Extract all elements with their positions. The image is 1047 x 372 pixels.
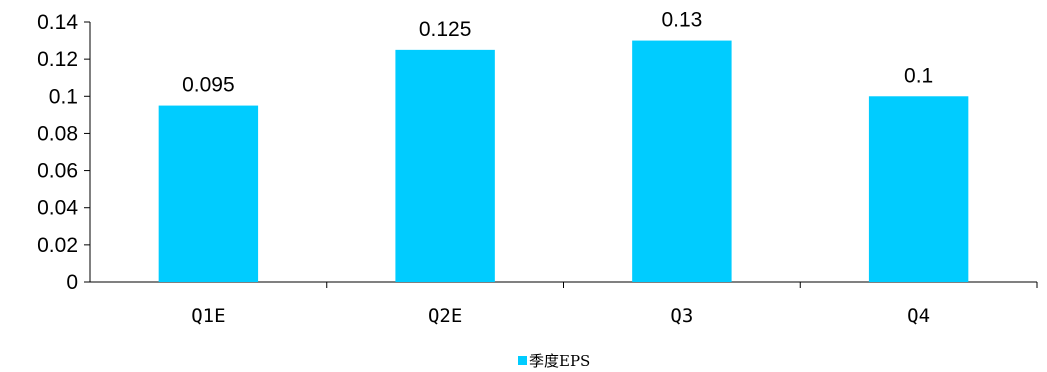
- y-tick-label: 0.02: [37, 234, 78, 257]
- data-label: 0.125: [419, 18, 472, 41]
- data-label: 0.13: [661, 9, 702, 32]
- x-tick-label: Q2E: [428, 305, 462, 327]
- legend-label: 季度EPS: [529, 352, 590, 370]
- bar: [868, 96, 969, 283]
- bars: [158, 40, 969, 283]
- x-tick-label: Q4: [907, 305, 930, 327]
- y-tick-label: 0.08: [37, 122, 78, 145]
- y-tick-label: 0.06: [37, 160, 78, 183]
- data-labels: 0.095 0.125 0.13 0.1: [182, 9, 933, 97]
- legend-swatch: [518, 356, 527, 365]
- y-tick-label: 0.12: [37, 48, 78, 71]
- y-axis: 0 0.02 0.04 0.06 0.08 0.1 0.12 0.14: [37, 11, 91, 294]
- legend: 季度EPS: [518, 352, 590, 370]
- bar: [395, 49, 495, 282]
- y-tick-label: 0.14: [37, 11, 78, 34]
- x-tick-label: Q3: [670, 305, 693, 327]
- y-tick-label: 0: [66, 271, 78, 294]
- x-tick-label: Q1E: [191, 305, 225, 327]
- data-label: 0.1: [904, 64, 933, 87]
- bar: [632, 40, 732, 283]
- data-label: 0.095: [182, 74, 235, 97]
- y-tick-label: 0.04: [37, 197, 78, 220]
- bar: [158, 105, 259, 282]
- x-axis: Q1E Q2E Q3 Q4: [90, 281, 1038, 327]
- y-tick-label: 0.1: [49, 85, 78, 108]
